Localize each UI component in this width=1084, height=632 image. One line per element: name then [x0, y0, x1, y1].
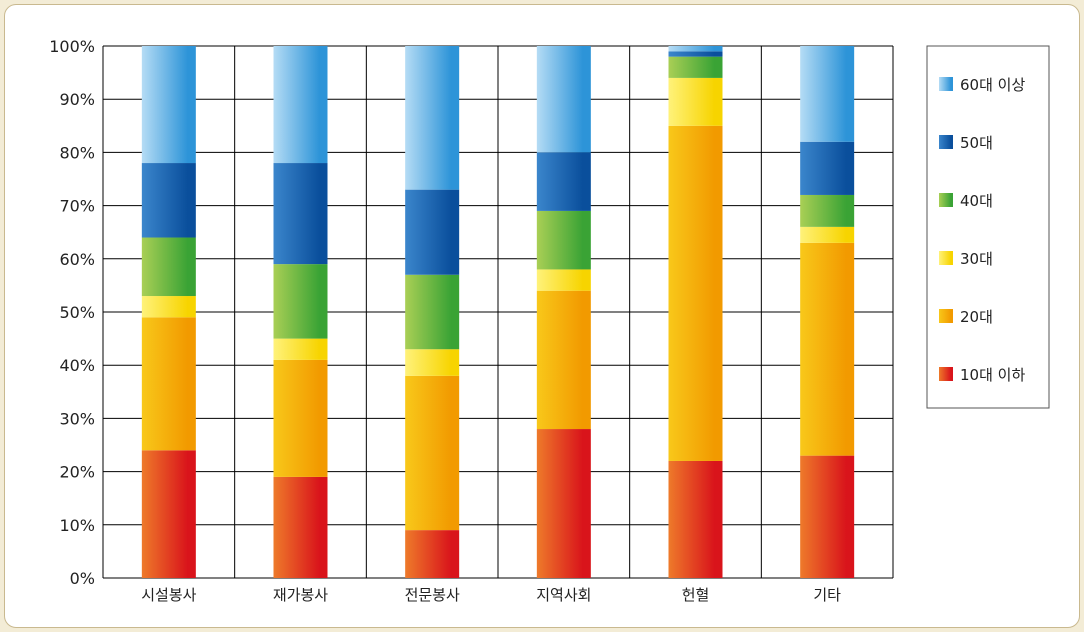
legend-label: 20대	[960, 308, 993, 326]
legend-label: 50대	[960, 134, 993, 152]
bar-segment	[668, 51, 723, 57]
x-tick-label: 재가봉사	[273, 586, 328, 604]
legend-label: 10대 이하	[960, 366, 1025, 384]
x-tick-label: 전문봉사	[405, 586, 460, 604]
legend-box	[926, 45, 1050, 409]
bar-segment	[800, 194, 855, 227]
y-tick-label: 100%	[49, 37, 95, 56]
bar-segment	[141, 46, 196, 164]
legend-swatch	[939, 193, 953, 207]
bar-segment	[536, 290, 591, 430]
legend-swatch	[939, 135, 953, 149]
bar-segment	[536, 210, 591, 270]
bar-segment	[273, 338, 328, 360]
bar-segment	[800, 46, 855, 142]
legend-label: 40대	[960, 192, 993, 210]
y-tick-label: 20%	[59, 463, 95, 482]
bar-segment	[405, 349, 460, 376]
y-tick-label: 70%	[59, 197, 95, 216]
legend: 60대 이상 50대 40대 30대 20대 10대 이하	[926, 45, 1050, 409]
legend-swatch	[939, 367, 953, 381]
bar-segment	[800, 141, 855, 195]
bar-segment	[273, 264, 328, 339]
chart-frame: 0% 10% 20% 30% 40% 50% 60% 70% 80% 90% 100% 시설봉사 재가봉…	[4, 4, 1080, 628]
legend-swatch	[939, 77, 953, 91]
bar-segment	[668, 125, 723, 461]
bar-segment	[668, 56, 723, 78]
x-tick-label: 지역사회	[536, 586, 591, 604]
bar-segment	[536, 46, 591, 153]
bar-segment	[536, 429, 591, 578]
bar-segment	[405, 189, 460, 275]
bar-segment	[405, 274, 460, 350]
legend-swatch	[939, 251, 953, 265]
y-tick-label: 0%	[70, 569, 95, 588]
bar-segment	[141, 163, 196, 238]
bar-segment	[405, 375, 460, 531]
bar-segment	[273, 476, 328, 578]
stacked-bar-chart: 0% 10% 20% 30% 40% 50% 60% 70% 80% 90% 100% 시설봉사 재가봉…	[49, 37, 1050, 604]
bar-segment	[800, 226, 855, 243]
plot-area: 0% 10% 20% 30% 40% 50% 60% 70% 80% 90% 100% 시설봉사 재가봉…	[49, 37, 894, 604]
bar-segment	[273, 163, 328, 265]
legend-swatch	[939, 309, 953, 323]
bar-segment	[273, 359, 328, 477]
legend-label: 60대 이상	[960, 76, 1025, 94]
bar-segment	[668, 46, 723, 52]
x-tick-label: 헌혈	[682, 586, 710, 604]
y-tick-label: 30%	[59, 409, 95, 428]
y-tick-label: 60%	[59, 250, 95, 269]
bar-segment	[141, 237, 196, 297]
bar-segment	[273, 46, 328, 164]
y-tick-label: 90%	[59, 90, 95, 109]
bar-segment	[668, 77, 723, 126]
bar-segment	[536, 269, 591, 291]
bar-segment	[536, 152, 591, 211]
bar-segment	[405, 530, 460, 578]
y-tick-label: 40%	[59, 356, 95, 375]
legend-label: 30대	[960, 250, 993, 268]
y-tick-label: 10%	[59, 516, 95, 535]
x-tick-label: 기타	[813, 586, 841, 604]
bar-segment	[800, 242, 855, 456]
x-tick-label: 시설봉사	[141, 586, 196, 604]
y-tick-label: 80%	[59, 143, 95, 162]
y-tick-label: 50%	[59, 303, 95, 322]
bar-segment	[405, 46, 460, 190]
bar-segment	[800, 455, 855, 578]
bar-segment	[668, 460, 723, 578]
bar-segment	[141, 317, 196, 451]
bar-segment	[141, 450, 196, 578]
bar-segment	[141, 296, 196, 318]
